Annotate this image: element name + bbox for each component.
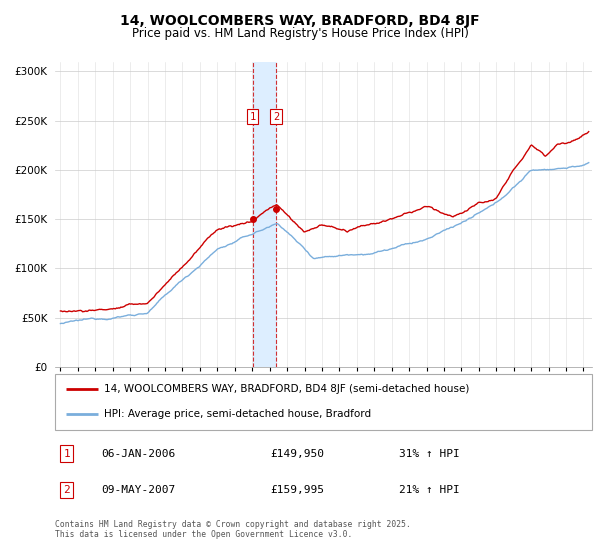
- Text: £159,995: £159,995: [270, 485, 324, 495]
- Text: 14, WOOLCOMBERS WAY, BRADFORD, BD4 8JF: 14, WOOLCOMBERS WAY, BRADFORD, BD4 8JF: [120, 14, 480, 28]
- Text: 31% ↑ HPI: 31% ↑ HPI: [399, 449, 460, 459]
- Bar: [253, 62, 276, 367]
- FancyBboxPatch shape: [55, 374, 592, 430]
- Text: 09-MAY-2007: 09-MAY-2007: [101, 485, 175, 495]
- Text: Contains HM Land Registry data © Crown copyright and database right 2025.
This d: Contains HM Land Registry data © Crown c…: [55, 520, 411, 539]
- Text: 06-JAN-2006: 06-JAN-2006: [101, 449, 175, 459]
- Text: £149,950: £149,950: [270, 449, 324, 459]
- Text: 1: 1: [250, 111, 256, 122]
- Text: 21% ↑ HPI: 21% ↑ HPI: [399, 485, 460, 495]
- Text: HPI: Average price, semi-detached house, Bradford: HPI: Average price, semi-detached house,…: [104, 409, 371, 419]
- Text: Price paid vs. HM Land Registry's House Price Index (HPI): Price paid vs. HM Land Registry's House …: [131, 27, 469, 40]
- Text: 2: 2: [63, 485, 70, 495]
- Text: 2: 2: [273, 111, 279, 122]
- Text: 1: 1: [63, 449, 70, 459]
- Text: 14, WOOLCOMBERS WAY, BRADFORD, BD4 8JF (semi-detached house): 14, WOOLCOMBERS WAY, BRADFORD, BD4 8JF (…: [104, 384, 469, 394]
